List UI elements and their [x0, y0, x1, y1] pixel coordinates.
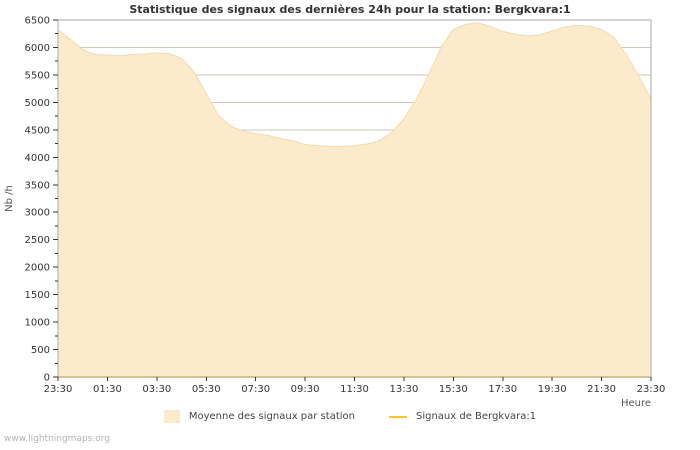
svg-text:6500: 6500: [25, 16, 50, 27]
svg-text:17:30: 17:30: [488, 384, 517, 395]
svg-text:500: 500: [31, 345, 50, 356]
footer-credit: www.lightningmaps.org: [4, 434, 110, 444]
svg-text:5000: 5000: [25, 98, 50, 109]
x-axis-ticks: 23:30 01:30 03:30 05:30 07:30 09:30 11:30 13:30…: [44, 377, 666, 395]
svg-text:07:30: 07:30: [241, 384, 270, 395]
legend-label-station: Signaux de Bergkvara:1: [415, 411, 537, 422]
legend-item-average[interactable]: Moyenne des signaux par station: [163, 410, 355, 423]
svg-text:6000: 6000: [25, 43, 50, 54]
svg-text:4000: 4000: [25, 153, 50, 164]
svg-text:3000: 3000: [25, 208, 50, 219]
area-series-average: [57, 22, 652, 377]
svg-text:03:30: 03:30: [142, 384, 171, 395]
svg-text:3500: 3500: [25, 180, 50, 191]
svg-text:13:30: 13:30: [390, 384, 419, 395]
svg-text:23:30: 23:30: [44, 384, 73, 395]
legend-area-swatch-icon: [163, 410, 180, 423]
svg-text:21:30: 21:30: [587, 384, 616, 395]
svg-text:11:30: 11:30: [340, 384, 369, 395]
svg-text:09:30: 09:30: [291, 384, 320, 395]
chart-legend: Moyenne des signaux par station Signaux …: [0, 410, 700, 423]
chart-title: Statistique des signaux des dernières 24…: [129, 3, 571, 16]
legend-line-swatch-icon: [388, 415, 407, 418]
svg-text:05:30: 05:30: [192, 384, 221, 395]
x-axis-title: Heure: [621, 398, 651, 409]
svg-text:5500: 5500: [25, 70, 50, 81]
svg-text:19:30: 19:30: [538, 384, 567, 395]
svg-text:23:30: 23:30: [637, 384, 666, 395]
legend-item-station[interactable]: Signaux de Bergkvara:1: [388, 411, 537, 422]
y-axis-ticks: 0 500 1000 1500 2000 2500 3000 3500 4000 4500 5000…: [25, 16, 58, 384]
svg-text:2000: 2000: [25, 263, 50, 274]
svg-text:4500: 4500: [25, 125, 50, 136]
legend-label-average: Moyenne des signaux par station: [188, 411, 355, 422]
svg-text:01:30: 01:30: [93, 384, 122, 395]
svg-text:1000: 1000: [25, 318, 50, 329]
svg-text:1500: 1500: [25, 290, 50, 301]
chart-plot: 0 500 1000 1500 2000 2500 3000 3500 4000 4500 5000…: [4, 16, 666, 410]
y-axis-title: Nb /h: [4, 185, 15, 212]
svg-text:2500: 2500: [25, 235, 50, 246]
svg-text:15:30: 15:30: [439, 384, 468, 395]
svg-text:0: 0: [44, 373, 50, 384]
